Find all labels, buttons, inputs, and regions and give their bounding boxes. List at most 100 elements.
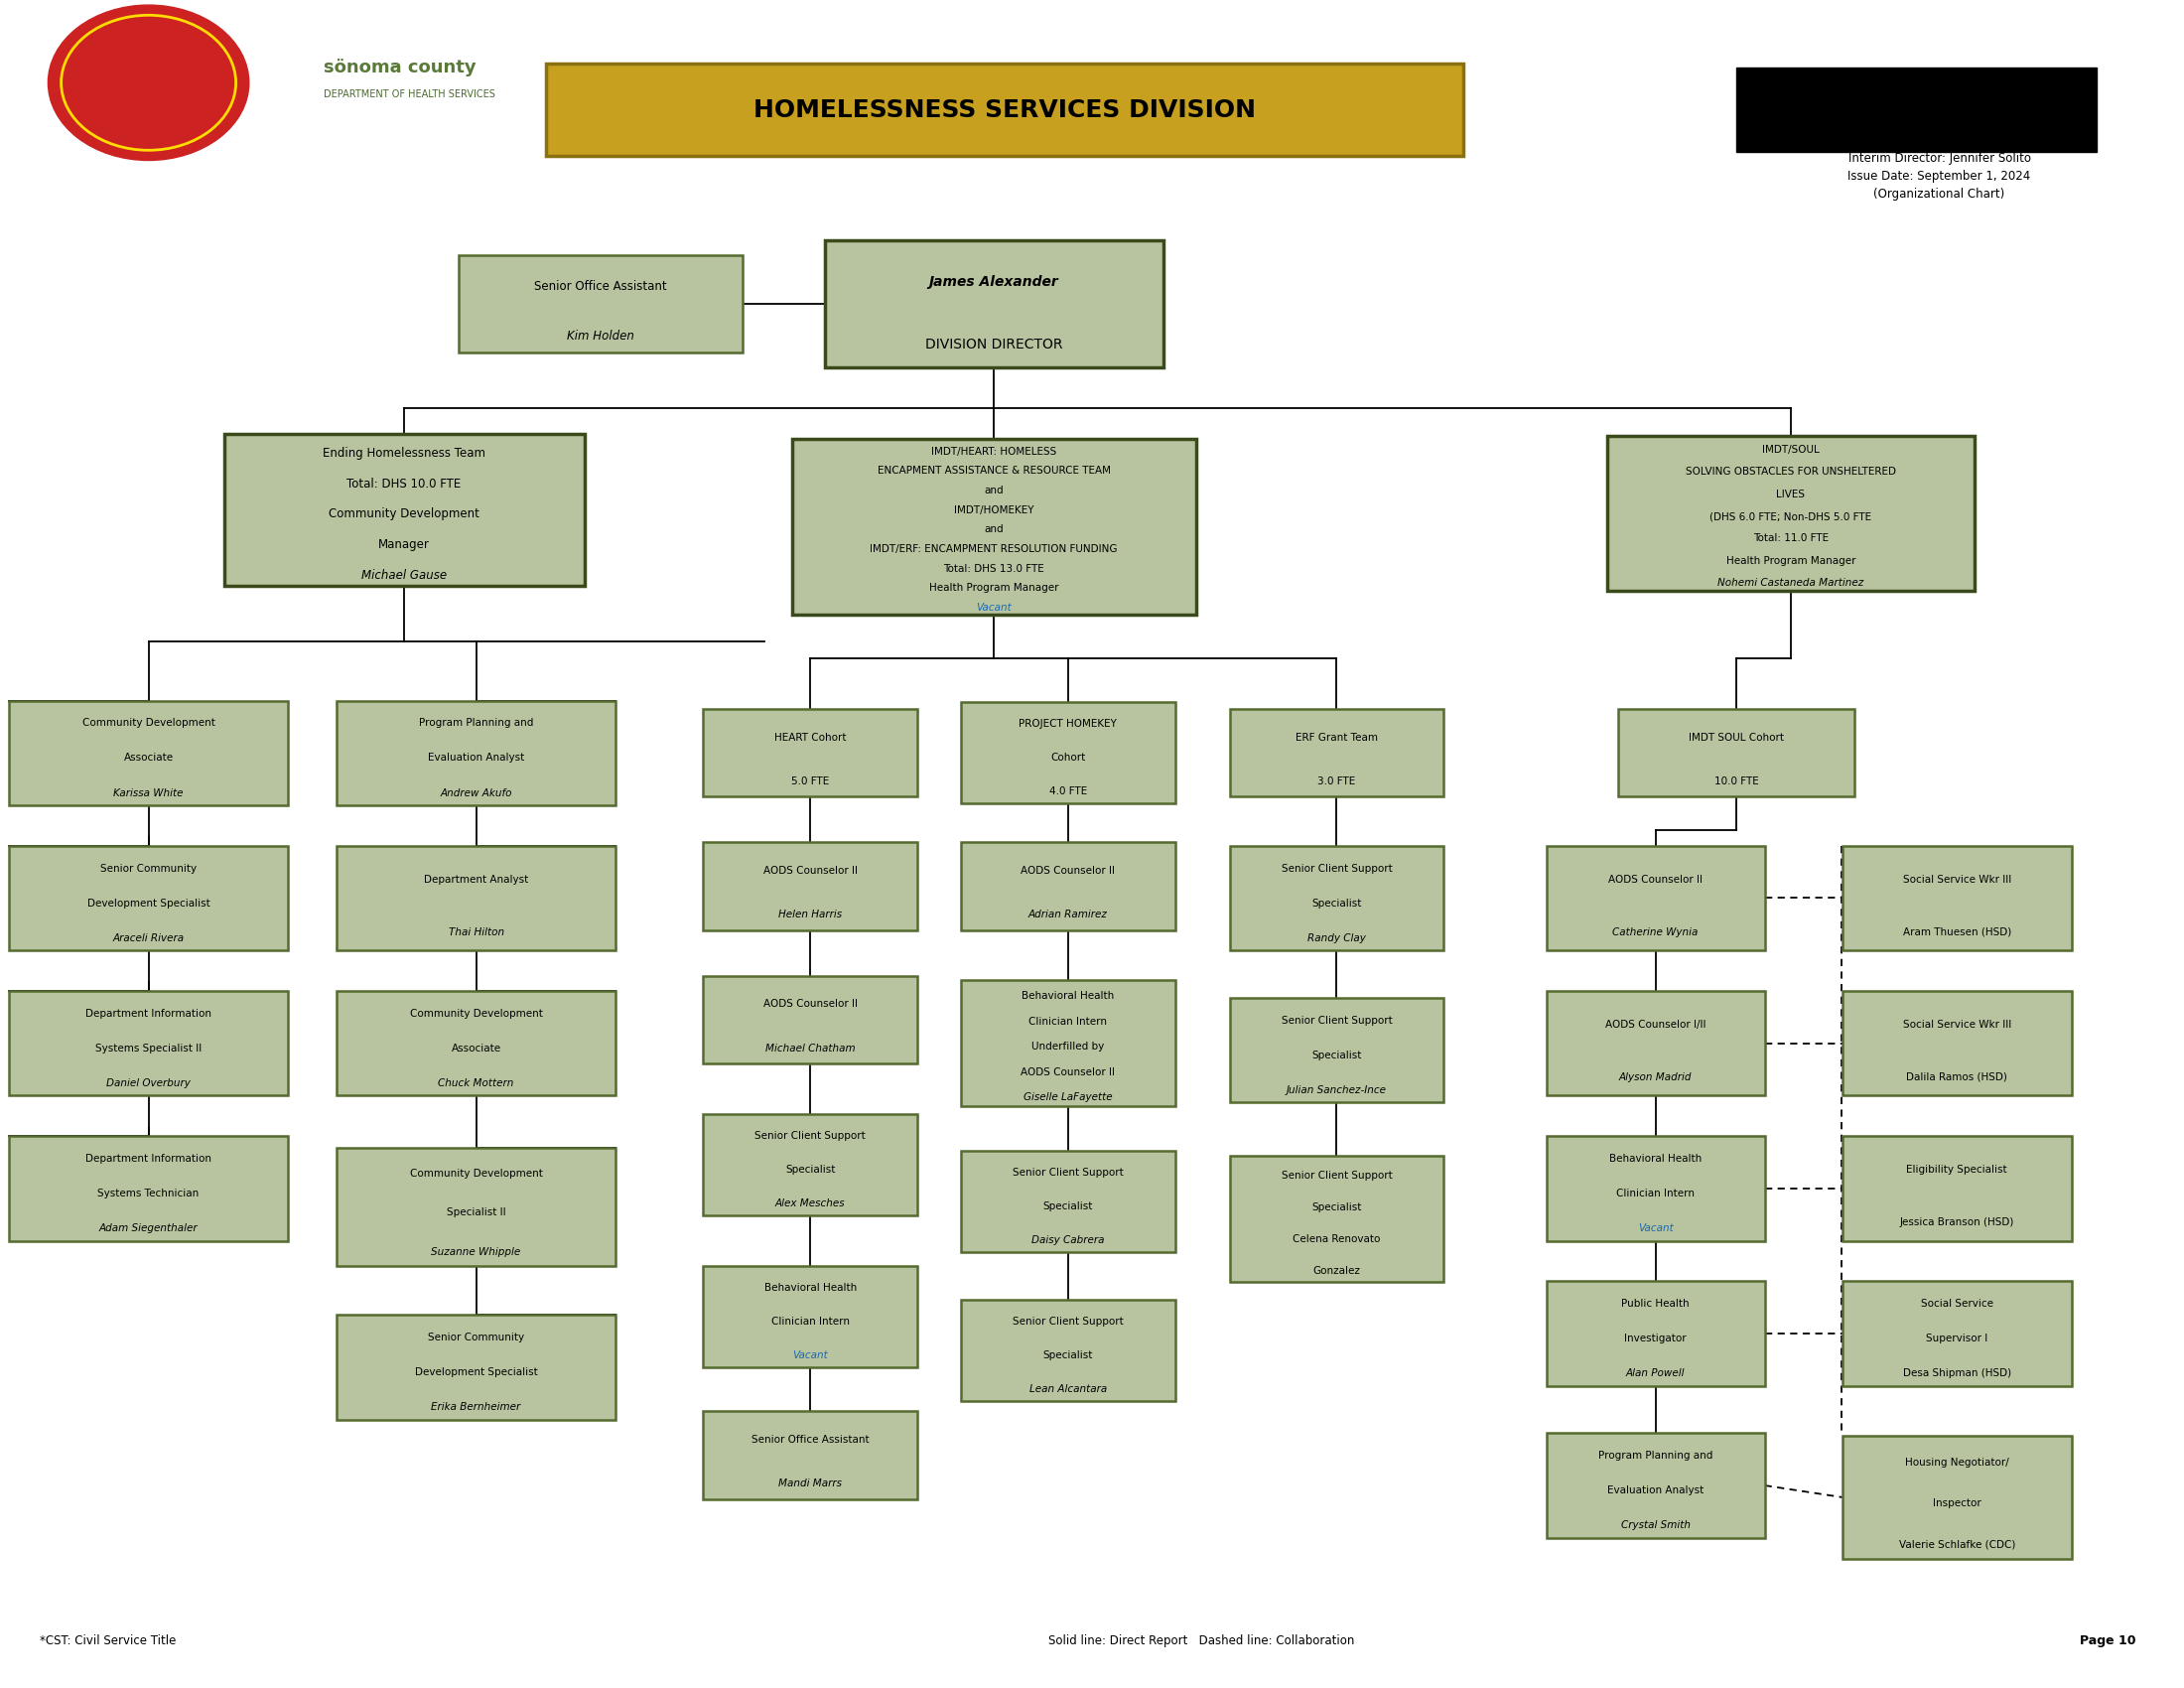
- Text: Suzanne Whipple: Suzanne Whipple: [430, 1247, 522, 1258]
- Text: 3.0 FTE: 3.0 FTE: [1317, 776, 1356, 787]
- FancyBboxPatch shape: [961, 702, 1175, 803]
- FancyBboxPatch shape: [1230, 846, 1444, 950]
- Text: Systems Technician: Systems Technician: [98, 1188, 199, 1198]
- Text: Karissa White: Karissa White: [114, 788, 183, 798]
- Text: Alan Powell: Alan Powell: [1625, 1369, 1686, 1379]
- Text: Adrian Ramirez: Adrian Ramirez: [1029, 910, 1107, 920]
- Text: 5.0 FTE: 5.0 FTE: [791, 776, 830, 787]
- Text: AODS Counselor II: AODS Counselor II: [1607, 874, 1704, 885]
- Text: Alyson Madrid: Alyson Madrid: [1618, 1072, 1693, 1082]
- Text: Behavioral Health: Behavioral Health: [1610, 1153, 1701, 1163]
- Text: Public Health: Public Health: [1621, 1298, 1690, 1308]
- FancyBboxPatch shape: [793, 439, 1197, 614]
- Text: Ending Homelessness Team: Ending Homelessness Team: [323, 447, 485, 461]
- Text: IMDT/SOUL: IMDT/SOUL: [1762, 446, 1819, 454]
- Text: Chuck Mottern: Chuck Mottern: [439, 1079, 513, 1089]
- Text: Evaluation Analyst: Evaluation Analyst: [428, 753, 524, 763]
- Text: Senior Client Support: Senior Client Support: [1282, 863, 1391, 873]
- Text: DEPARTMENT OF HEALTH SERVICES: DEPARTMENT OF HEALTH SERVICES: [323, 89, 496, 100]
- Text: Alex Mesches: Alex Mesches: [775, 1198, 845, 1209]
- Text: sönoma county: sönoma county: [323, 59, 476, 76]
- FancyBboxPatch shape: [703, 976, 917, 1063]
- Text: IMDT/HOMEKEY: IMDT/HOMEKEY: [954, 505, 1033, 515]
- Text: Senior Client Support: Senior Client Support: [1282, 1171, 1391, 1182]
- Text: Manager: Manager: [378, 538, 430, 552]
- Text: Lean Alcantara: Lean Alcantara: [1029, 1384, 1107, 1394]
- FancyBboxPatch shape: [961, 842, 1175, 930]
- Text: LIVES: LIVES: [1776, 490, 1806, 500]
- Text: AODS Counselor I/II: AODS Counselor I/II: [1605, 1020, 1706, 1030]
- Text: Vacant: Vacant: [793, 1350, 828, 1361]
- Text: Thai Hilton: Thai Hilton: [448, 927, 505, 937]
- Text: Page 10: Page 10: [2079, 1634, 2136, 1647]
- Text: Total: DHS 13.0 FTE: Total: DHS 13.0 FTE: [943, 564, 1044, 574]
- Circle shape: [48, 5, 249, 160]
- Text: Clinician Intern: Clinician Intern: [771, 1317, 850, 1327]
- FancyBboxPatch shape: [1546, 1433, 1765, 1538]
- Text: Specialist: Specialist: [786, 1165, 834, 1175]
- FancyBboxPatch shape: [1230, 709, 1444, 797]
- Text: Senior Client Support: Senior Client Support: [1013, 1317, 1123, 1327]
- Text: Community Development: Community Development: [411, 1008, 542, 1018]
- Text: Interim Director: Jennifer Solito
Issue Date: September 1, 2024
(Organizational : Interim Director: Jennifer Solito Issue …: [1848, 152, 2031, 201]
- Text: Department Information: Department Information: [85, 1008, 212, 1018]
- Text: Specialist: Specialist: [1313, 1050, 1361, 1060]
- Text: Catherine Wynia: Catherine Wynia: [1612, 927, 1699, 937]
- Text: 4.0 FTE: 4.0 FTE: [1048, 787, 1088, 797]
- FancyBboxPatch shape: [9, 991, 288, 1096]
- Text: Behavioral Health: Behavioral Health: [764, 1283, 856, 1293]
- FancyBboxPatch shape: [336, 1315, 616, 1420]
- FancyBboxPatch shape: [1843, 1281, 2070, 1386]
- Text: Daisy Cabrera: Daisy Cabrera: [1031, 1236, 1105, 1246]
- Text: Desa Shipman (HSD): Desa Shipman (HSD): [1902, 1369, 2011, 1379]
- Text: Solid line: Direct Report   Dashed line: Collaboration: Solid line: Direct Report Dashed line: C…: [1048, 1634, 1354, 1647]
- Text: Michael Chatham: Michael Chatham: [764, 1043, 856, 1053]
- Text: and: and: [985, 486, 1002, 496]
- Text: Underfilled by: Underfilled by: [1031, 1041, 1105, 1052]
- Text: Department Information: Department Information: [85, 1153, 212, 1163]
- Text: Senior Office Assistant: Senior Office Assistant: [535, 280, 666, 294]
- Text: Aram Thuesen (HSD): Aram Thuesen (HSD): [1902, 927, 2011, 937]
- Text: and: and: [985, 525, 1002, 535]
- FancyBboxPatch shape: [1230, 998, 1444, 1102]
- FancyBboxPatch shape: [703, 842, 917, 930]
- FancyBboxPatch shape: [703, 1266, 917, 1367]
- Text: Nohemi Castaneda Martinez: Nohemi Castaneda Martinez: [1719, 577, 1863, 587]
- Text: Clinician Intern: Clinician Intern: [1616, 1188, 1695, 1198]
- Text: Supervisor I: Supervisor I: [1926, 1334, 1987, 1344]
- FancyBboxPatch shape: [1843, 1136, 2070, 1241]
- Text: Social Service Wkr III: Social Service Wkr III: [1902, 1020, 2011, 1030]
- Text: Senior Community: Senior Community: [100, 863, 197, 873]
- Text: Vacant: Vacant: [1638, 1224, 1673, 1234]
- Text: Jessica Branson (HSD): Jessica Branson (HSD): [1900, 1217, 2014, 1227]
- Text: Senior Client Support: Senior Client Support: [1013, 1168, 1123, 1178]
- FancyBboxPatch shape: [1230, 1155, 1444, 1283]
- Text: Specialist: Specialist: [1313, 898, 1361, 908]
- Text: DIVISION DIRECTOR: DIVISION DIRECTOR: [926, 338, 1061, 351]
- Text: Araceli Rivera: Araceli Rivera: [114, 933, 183, 944]
- Text: Adam Siegenthaler: Adam Siegenthaler: [98, 1224, 199, 1234]
- Text: SOLVING OBSTACLES FOR UNSHELTERED: SOLVING OBSTACLES FOR UNSHELTERED: [1686, 468, 1896, 478]
- Text: PROJECT HOMEKEY: PROJECT HOMEKEY: [1020, 719, 1116, 729]
- Text: Julian Sanchez-Ince: Julian Sanchez-Ince: [1286, 1085, 1387, 1096]
- Text: HOMELESSNESS SERVICES DIVISION: HOMELESSNESS SERVICES DIVISION: [753, 98, 1256, 122]
- Text: Mandi Marrs: Mandi Marrs: [778, 1479, 843, 1489]
- Text: Community Development: Community Development: [411, 1168, 542, 1178]
- Text: Dalila Ramos (HSD): Dalila Ramos (HSD): [1907, 1072, 2007, 1082]
- Text: Social Service Wkr III: Social Service Wkr III: [1902, 874, 2011, 885]
- Text: Senior Office Assistant: Senior Office Assistant: [751, 1435, 869, 1445]
- Text: Social Service: Social Service: [1920, 1298, 1994, 1308]
- Text: Development Specialist: Development Specialist: [415, 1367, 537, 1377]
- Text: AODS Counselor II: AODS Counselor II: [762, 999, 858, 1009]
- Text: 10.0 FTE: 10.0 FTE: [1714, 776, 1758, 787]
- Text: Total: 11.0 FTE: Total: 11.0 FTE: [1754, 533, 1828, 544]
- Text: Senior Client Support: Senior Client Support: [1282, 1014, 1391, 1025]
- Text: Housing Negotiator/: Housing Negotiator/: [1904, 1457, 2009, 1467]
- FancyBboxPatch shape: [9, 1136, 288, 1241]
- Text: Specialist: Specialist: [1044, 1350, 1092, 1361]
- FancyBboxPatch shape: [336, 846, 616, 950]
- FancyBboxPatch shape: [336, 701, 616, 805]
- FancyBboxPatch shape: [1546, 846, 1765, 950]
- Text: Senior Community: Senior Community: [428, 1332, 524, 1342]
- Text: Michael Gause: Michael Gause: [360, 569, 448, 582]
